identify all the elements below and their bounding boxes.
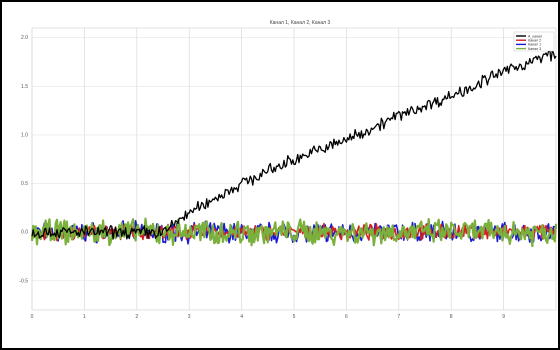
- tick-labels: 0 1 2 3 4 5 6 7 8 9 2.0 1.5 1.0 0.5 0.0 -0.5: [19, 35, 505, 320]
- y-tick-label: 0.5: [21, 181, 28, 187]
- y-tick-label: 1.5: [21, 84, 28, 90]
- x-tick-label: 6: [345, 314, 348, 320]
- grid: [31, 27, 557, 311]
- series-line: [31, 49, 557, 240]
- legend-label: A_канал: [528, 34, 542, 38]
- x-tick-label: 0: [31, 314, 34, 320]
- chart-title: Канал 1, Канал 2, Канал 3: [270, 20, 331, 26]
- series-line: [30, 217, 558, 248]
- x-tick-label: 5: [293, 314, 296, 320]
- legend-label: Канал 3: [528, 47, 541, 51]
- y-tick-label: 1.0: [21, 132, 28, 138]
- x-tick-label: 8: [450, 314, 453, 320]
- x-tick-label: 7: [397, 314, 400, 320]
- x-tick-label: 3: [188, 314, 191, 320]
- x-tick-label: 9: [502, 314, 505, 320]
- legend-label: Канал 1: [528, 43, 541, 47]
- y-tick-label: -0.5: [19, 278, 28, 284]
- legend-label: Канал 2: [528, 39, 541, 43]
- y-tick-label: 0.0: [21, 230, 28, 236]
- x-tick-label: 4: [240, 314, 243, 320]
- y-tick-label: 2.0: [21, 35, 28, 41]
- series-layer: [30, 49, 558, 248]
- legend-box: [513, 31, 555, 52]
- x-tick-label: 1: [83, 314, 86, 320]
- x-tick-label: 2: [135, 314, 138, 320]
